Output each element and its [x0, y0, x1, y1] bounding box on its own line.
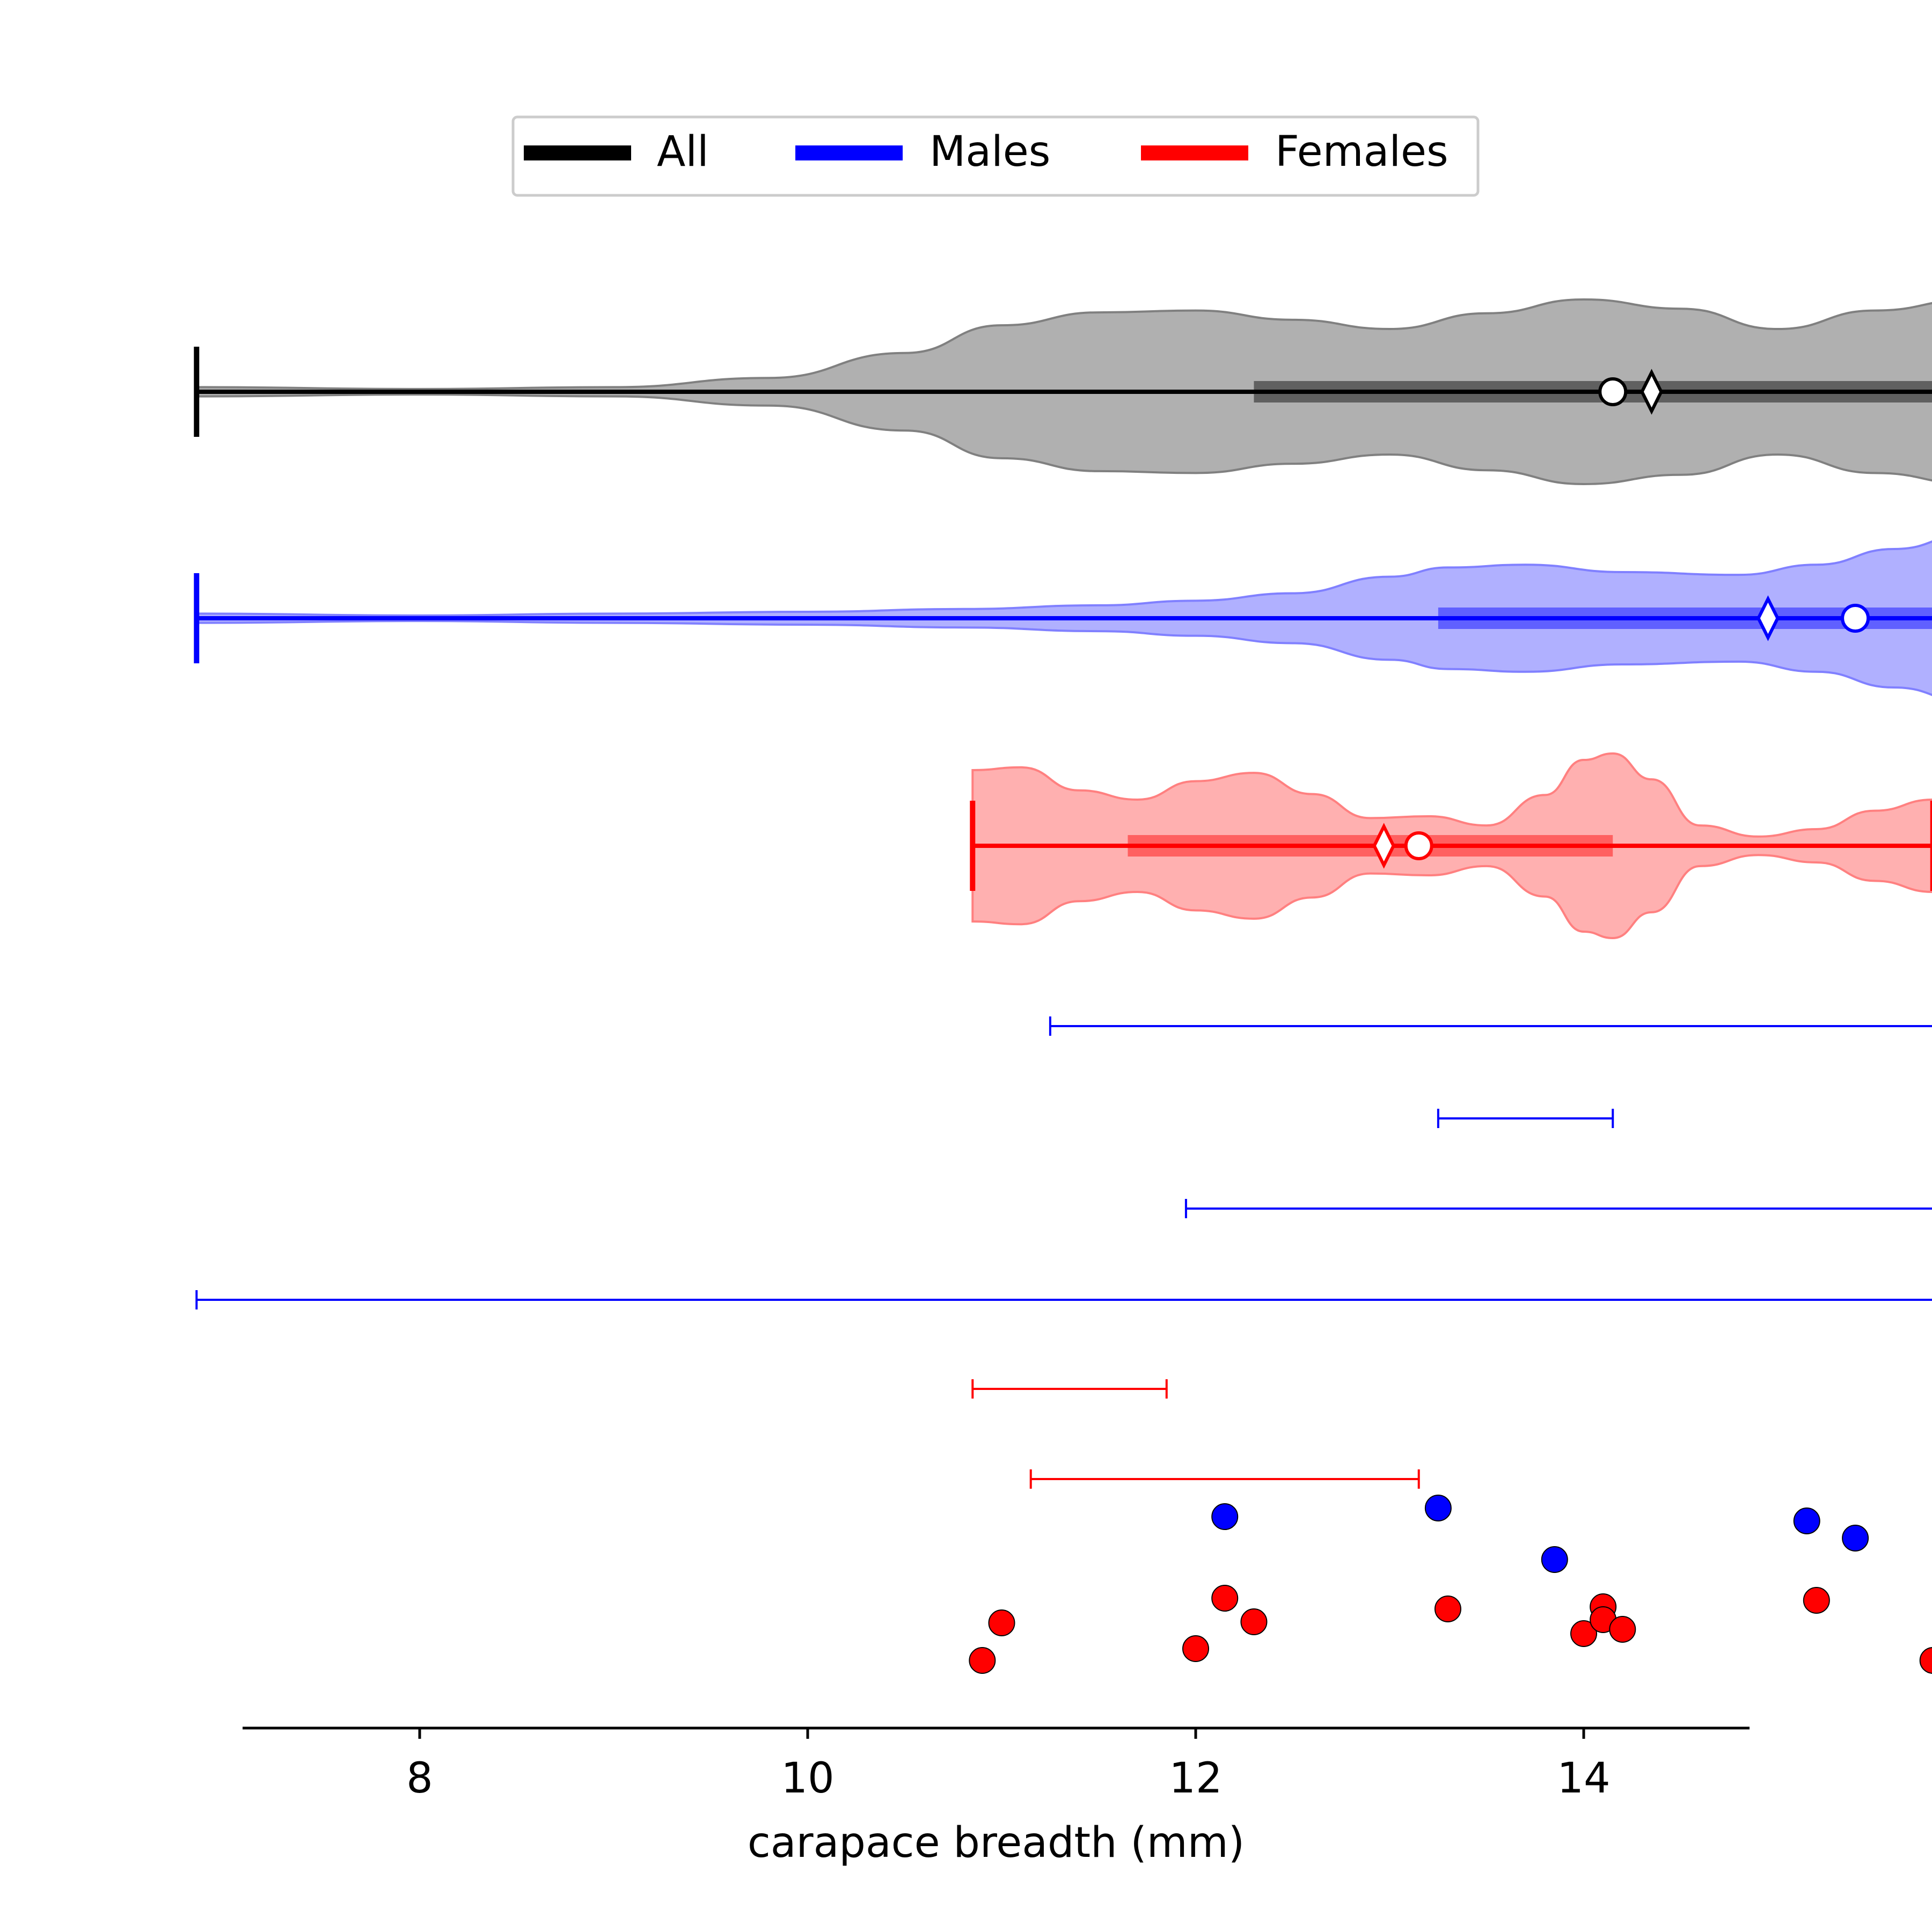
x-ticks: 8101214161820: [406, 1728, 1611, 1803]
violin-females: [970, 752, 1932, 940]
female-point: [1211, 1585, 1239, 1612]
violins: [194, 298, 1932, 940]
legend-frame: [511, 115, 1480, 197]
x-tick-label: 8: [406, 1754, 433, 1803]
male-point: [1842, 1525, 1869, 1552]
male-point: [1211, 1503, 1239, 1530]
female-point: [1570, 1620, 1597, 1647]
interval: [1184, 1199, 1932, 1218]
x-tick-label: 10: [781, 1754, 834, 1803]
female-point: [1803, 1587, 1830, 1614]
legend-label-males: Males: [930, 128, 1050, 176]
interval: [1029, 1469, 1420, 1489]
interval: [1437, 1109, 1614, 1128]
intervals: [195, 1016, 1932, 1489]
points: [969, 1495, 1932, 1674]
x-axis-label: carapace breadth (mm): [748, 1819, 1245, 1867]
x-axis: 8101214161820 carapace breadth (mm): [243, 1726, 1750, 1867]
female-point: [1434, 1596, 1461, 1622]
female-point: [988, 1609, 1015, 1636]
x-tick-label: 14: [1557, 1754, 1610, 1803]
legend-label-all: All: [657, 128, 709, 176]
female-point: [1609, 1616, 1636, 1643]
interval: [195, 1290, 1932, 1309]
median-marker: [1404, 831, 1433, 860]
female-point: [1182, 1635, 1209, 1662]
mean-marker: [1757, 595, 1780, 641]
violin-males: [194, 540, 1932, 697]
female-point: [969, 1647, 996, 1674]
female-point: [1919, 1647, 1932, 1674]
legend: All Males Females: [511, 115, 1480, 197]
male-point: [1793, 1507, 1820, 1534]
x-tick-label: 12: [1169, 1754, 1222, 1803]
male-point: [1541, 1546, 1568, 1573]
female-point: [1240, 1608, 1268, 1635]
mean-marker: [1640, 369, 1663, 415]
violin-all: [194, 298, 1932, 486]
interval: [971, 1379, 1168, 1399]
mean-marker: [1372, 823, 1396, 869]
legend-label-females: Females: [1275, 128, 1448, 176]
interval: [1049, 1016, 1932, 1036]
male-point: [1424, 1495, 1452, 1521]
median-marker: [1841, 604, 1870, 633]
median-marker: [1598, 377, 1628, 406]
